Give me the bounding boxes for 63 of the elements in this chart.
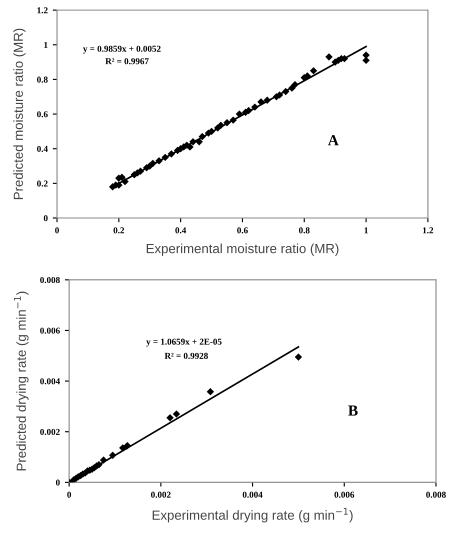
point [149,160,157,168]
point [251,103,258,111]
point [166,414,174,422]
y-tick-label: 0.006 [40,328,60,334]
point [198,132,206,140]
point [362,51,370,59]
point [124,442,132,450]
point [186,143,194,151]
x-tick-label: 0 [67,492,72,498]
y-tick-label: 0.6 [37,111,48,118]
y-tick-label: 0 [56,479,60,486]
x-axis-title: Experimental drying rate (g min$^{−1}$) [152,508,353,522]
point [217,122,224,129]
y-axis-title: Predicted drying rate (g min$^{−1}$) [14,292,29,470]
y-tick-label: 0.008 [40,276,60,284]
point [257,98,265,106]
x-tick-label: 1.2 [422,227,434,234]
annotation: A [328,135,339,146]
annotation: y = 0.9859x + 0.0052 [83,46,161,54]
point [288,84,296,92]
y-tick-label: 0.2 [37,180,48,187]
point [236,110,244,118]
x-tick-label: 0.4 [175,227,186,234]
x-tick-label: 0.004 [242,492,263,498]
annotation: R² = 0.9967 [105,58,149,64]
point [155,157,163,165]
x-tick-label: 0.6 [237,227,248,234]
point [362,56,370,64]
x-tick-label: 0.006 [334,492,354,498]
y-tick-label: 0.004 [40,378,60,384]
point [162,154,169,162]
x-tick-label: 0.8 [298,227,310,234]
point [109,452,116,459]
y-tick-label: 0 [44,215,48,222]
annotation: y = 1.0659x + 2E-05 [146,338,222,347]
x-tick-label: 1 [364,227,368,234]
x-axis-title: Experimental moisture ratio (MR) [146,244,338,256]
point [196,138,203,146]
point [223,119,231,126]
point [121,178,129,186]
point [230,116,237,124]
annotation: B [348,406,358,416]
x-tick-label: 0.2 [114,227,124,234]
point [282,88,290,96]
x-tick-label: 0.002 [151,492,171,498]
point [168,150,176,158]
annotation: R² = 0.9928 [164,352,208,359]
y-tick-label: 1.2 [37,7,48,14]
x-tick-label: 0.008 [426,492,446,498]
point [100,456,108,464]
point [291,80,299,88]
y-tick-label: 0.4 [37,146,48,152]
y-tick-label: 1 [44,42,48,48]
y-tick-label: 0.8 [37,76,48,83]
point [172,410,180,418]
point [310,67,318,74]
y-axis-title: Predicted moisture ratio (MR) [13,28,26,200]
y-tick-label: 0.002 [40,428,60,435]
point [206,388,214,396]
point [119,444,126,452]
point [264,96,271,104]
point [325,53,333,61]
point [294,353,302,361]
